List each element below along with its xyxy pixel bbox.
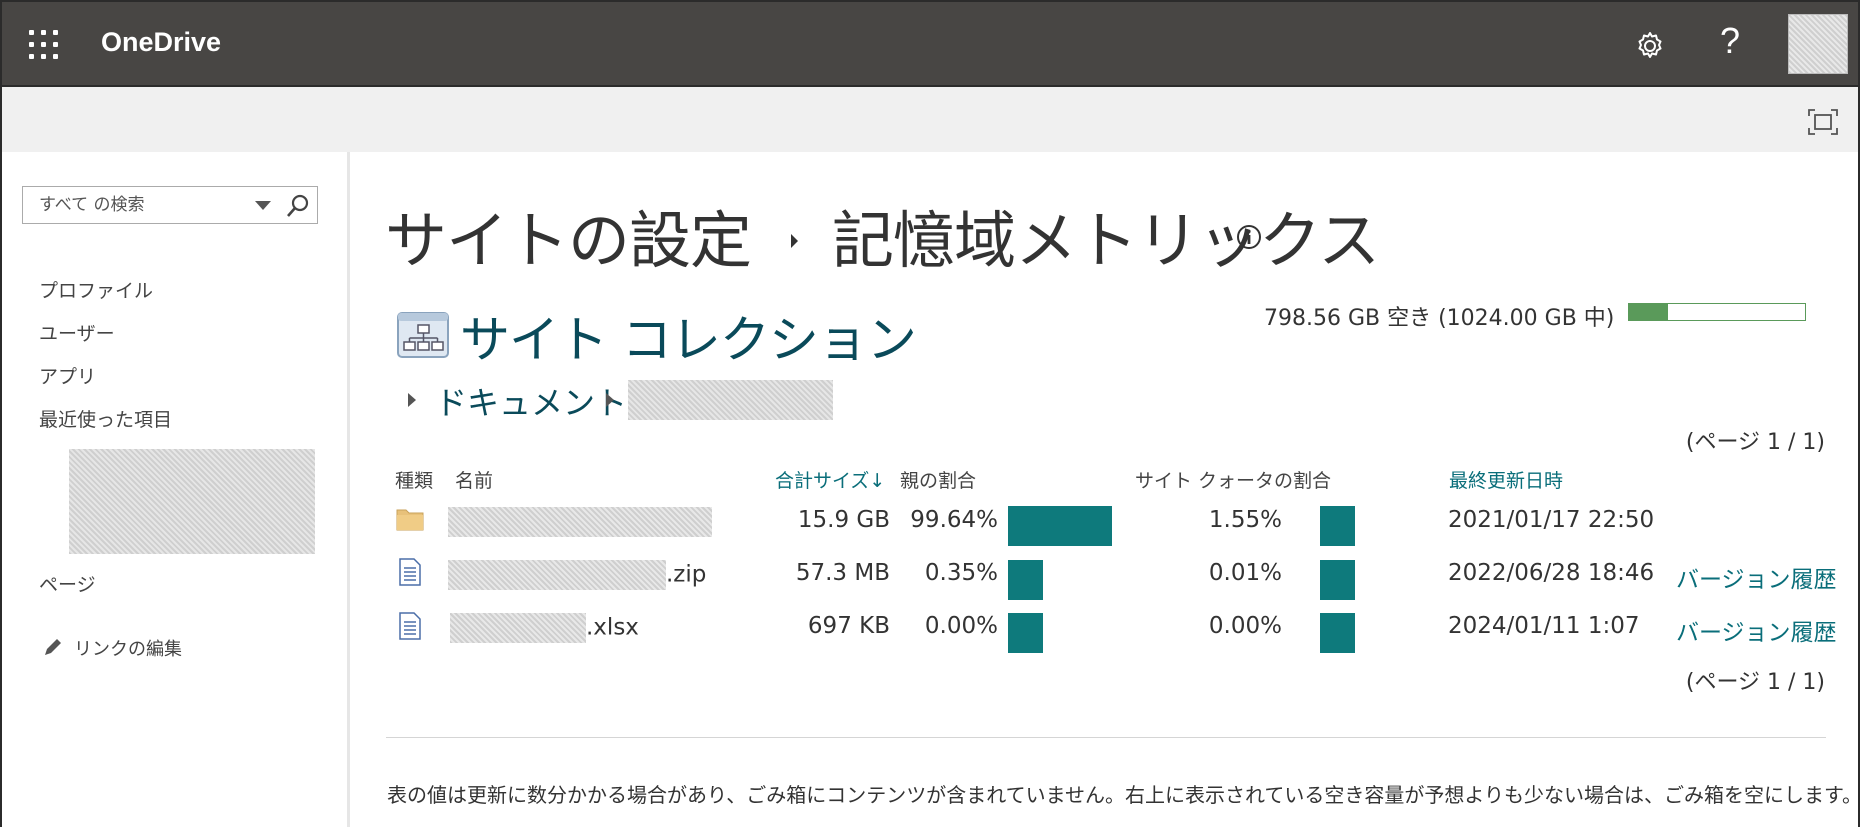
nav-item-recent[interactable]: 最近使った項目 (39, 409, 173, 431)
quota-pct: 0.01% (1208, 560, 1282, 586)
header-parent-pct: 親の割合 (900, 470, 977, 492)
nav-item-profile[interactable]: プロファイル (39, 280, 154, 302)
divider (386, 737, 1826, 738)
folder-icon (396, 509, 424, 531)
nav-item-users[interactable]: ユーザー (39, 323, 115, 345)
page-title-text: 記憶域メトリックス (832, 204, 1380, 277)
file-name[interactable] (448, 507, 712, 537)
modified-date: 2024/01/11 1:07 (1448, 613, 1640, 639)
focus-mode-icon[interactable] (1808, 109, 1838, 135)
help-icon[interactable]: ? (1720, 20, 1741, 61)
quota-pct-bar (1320, 613, 1355, 653)
edit-links-label: リンクの編集 (74, 639, 182, 660)
ribbon-bar (0, 87, 1860, 152)
site-collection-icon (397, 312, 449, 358)
modified-date: 2022/06/28 18:46 (1448, 560, 1655, 586)
total-size: 57.3 MB (795, 560, 890, 586)
quota-pct: 1.55% (1208, 507, 1282, 533)
header-type: 種類 (395, 470, 434, 492)
suite-bar: OneDrive ? (0, 0, 1860, 87)
breadcrumb-documents[interactable]: ドキュメント (435, 384, 628, 422)
page-title: サイトの設定 記憶域メトリックス (385, 190, 1380, 280)
modified-date: 2021/01/17 22:50 (1448, 507, 1655, 533)
breadcrumb-separator-icon (791, 234, 799, 248)
file-name-redacted (448, 507, 712, 537)
version-history-link[interactable]: バージョン履歴 (1676, 620, 1837, 646)
breadcrumb-redacted-folder[interactable] (628, 380, 833, 420)
search-box (22, 186, 318, 224)
pencil-icon (45, 639, 61, 655)
main-content: サイトの設定 記憶域メトリックス 798.56 GB 空き (1024.00 GB… (352, 152, 1860, 827)
search-input[interactable] (23, 187, 253, 223)
search-icon[interactable] (285, 193, 311, 219)
recent-item-redacted[interactable] (69, 449, 315, 554)
pager-top: (ページ 1 / 1) (1685, 430, 1825, 455)
brand-title[interactable]: OneDrive (101, 27, 222, 57)
breadcrumb-site-settings[interactable]: サイトの設定 (385, 204, 752, 277)
version-history-link[interactable]: バージョン履歴 (1676, 567, 1837, 593)
crumb-arrow-icon (606, 393, 614, 407)
edit-links-button[interactable]: リンクの編集 (42, 635, 182, 661)
parent-pct: 0.00% (924, 613, 998, 639)
header-total-size[interactable]: 合計サイズ↓ (775, 470, 886, 492)
parent-pct-bar (1008, 506, 1112, 546)
site-collection-title[interactable]: サイト コレクション (460, 311, 917, 369)
left-navigation: プロファイル ユーザー アプリ 最近使った項目 ページ リンクの編集 (0, 152, 350, 827)
parent-pct-bar (1008, 613, 1043, 653)
header-modified[interactable]: 最終更新日時 (1449, 470, 1564, 492)
header-quota-pct: サイト クォータの割合 (1135, 470, 1332, 492)
pager-bottom: (ページ 1 / 1) (1685, 670, 1825, 695)
parent-pct-bar (1008, 560, 1043, 600)
quota-bar-fill (1629, 304, 1668, 320)
footnote: 表の値は更新に数分かかる場合があり、ごみ箱にコンテンツが含まれていません。右上に… (387, 783, 1860, 807)
document-icon (399, 612, 421, 640)
file-name-redacted (448, 560, 666, 590)
file-name[interactable]: .xlsx (450, 613, 639, 643)
info-icon[interactable] (1235, 223, 1263, 251)
quota-pct-bar (1320, 506, 1355, 546)
app-launcher-icon[interactable] (29, 30, 59, 60)
nav-item-pages[interactable]: ページ (39, 574, 96, 596)
parent-pct: 0.35% (924, 560, 998, 586)
total-size: 15.9 GB (797, 507, 890, 533)
quota-text: 798.56 GB 空き (1024.00 GB 中) (1264, 306, 1615, 331)
nav-item-apps[interactable]: アプリ (39, 366, 97, 388)
total-size: 697 KB (807, 613, 890, 639)
quota-pct: 0.00% (1208, 613, 1282, 639)
header-name: 名前 (455, 470, 494, 492)
document-icon (399, 558, 421, 586)
quota-bar (1628, 303, 1806, 321)
user-avatar[interactable] (1788, 14, 1848, 74)
search-scope-dropdown-icon[interactable] (255, 201, 271, 210)
crumb-arrow-icon (408, 393, 416, 407)
file-name[interactable]: .zip (448, 560, 706, 590)
parent-pct: 99.64% (910, 507, 998, 533)
file-name-redacted (450, 613, 586, 643)
settings-gear-icon[interactable] (1634, 30, 1666, 62)
quota-pct-bar (1320, 560, 1355, 600)
